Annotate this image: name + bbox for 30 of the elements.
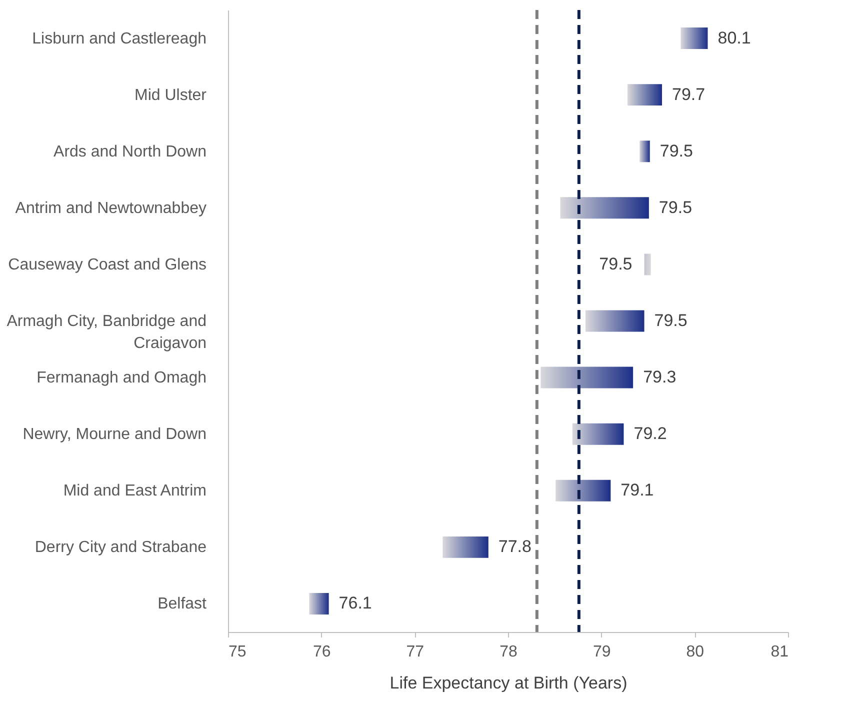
x-axis-title: Life Expectancy at Birth (Years) bbox=[390, 674, 628, 692]
x-tick-label: 79 bbox=[592, 644, 611, 660]
data-label: 79.7 bbox=[672, 84, 706, 104]
y-tick-label: Mid and East Antrim bbox=[63, 482, 206, 500]
y-tick-label: Newry, Mourne and Down bbox=[22, 426, 206, 444]
y-tick-label: Causeway Coast and Glens bbox=[8, 256, 206, 274]
y-tick-label: Mid Ulster bbox=[134, 86, 208, 104]
data-label: 80.1 bbox=[718, 28, 751, 48]
y-tick-label: Ards and North Down bbox=[54, 143, 206, 160]
y-tick-label: Belfast bbox=[158, 596, 208, 613]
data-label: 79.5 bbox=[658, 198, 692, 217]
data-label: 79.5 bbox=[599, 254, 632, 274]
x-tick-label: 81 bbox=[770, 644, 789, 660]
data-label: 77.8 bbox=[498, 537, 532, 556]
data-label: 79.3 bbox=[643, 368, 676, 387]
data-label: 79.5 bbox=[660, 141, 693, 160]
y-tick-label: Armagh City, Banbridge and Craigavon bbox=[6, 313, 206, 352]
x-tick-label: 78 bbox=[500, 644, 518, 660]
y-tick-label: Lisburn and Castlereagh bbox=[32, 30, 206, 48]
data-label: 79.2 bbox=[634, 424, 667, 444]
y-tick-label: Fermanagh and Omagh bbox=[36, 370, 206, 387]
x-tick-label: 80 bbox=[686, 644, 704, 660]
x-tick-label: 76 bbox=[312, 644, 331, 660]
x-tick-label: 77 bbox=[406, 644, 424, 660]
y-tick-label: Antrim and Newtownabbey bbox=[15, 200, 206, 217]
x-tick-label: 75 bbox=[228, 644, 246, 660]
y-tick-label: Derry City and Strabane bbox=[34, 539, 207, 556]
data-label: 76.1 bbox=[338, 594, 372, 613]
data-label: 79.1 bbox=[620, 480, 654, 500]
data-label: 79.5 bbox=[654, 311, 688, 330]
